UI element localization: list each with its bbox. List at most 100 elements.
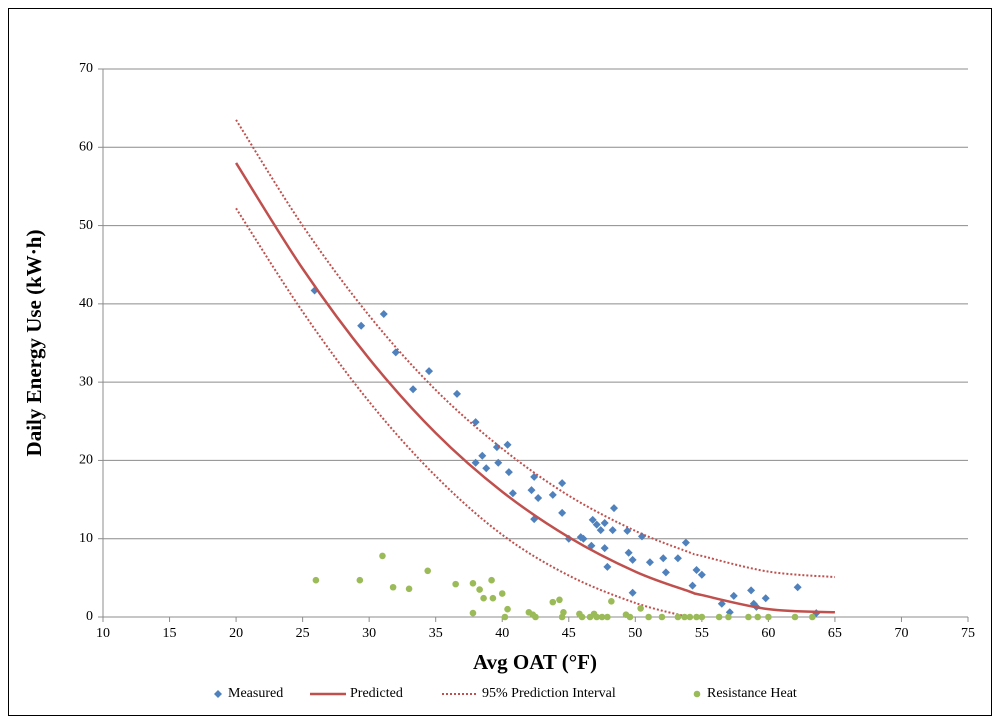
data-point	[747, 586, 756, 595]
data-point	[476, 586, 483, 593]
data-point	[527, 486, 536, 495]
x-tick-label: 50	[628, 626, 642, 641]
data-point	[688, 581, 697, 590]
data-point	[604, 613, 611, 621]
data-point	[715, 613, 723, 621]
data-point	[409, 385, 418, 394]
y-tick-label: 20	[79, 453, 93, 468]
x-tick-label: 75	[961, 626, 975, 641]
data-point	[501, 613, 509, 621]
data-point	[489, 594, 497, 602]
data-point	[592, 520, 601, 529]
data-point	[598, 613, 606, 621]
data-point	[600, 544, 609, 553]
y-tick-label: 10	[79, 531, 93, 546]
data-point	[504, 605, 511, 613]
x-tick-label: 10	[96, 626, 110, 641]
x-tick-label: 45	[562, 626, 576, 641]
x-tick-label: 60	[761, 626, 775, 641]
y-axis-title: Daily Energy Use (kW·h)	[22, 230, 46, 457]
data-point	[379, 552, 386, 560]
data-point	[686, 613, 694, 621]
data-point	[578, 613, 586, 621]
x-tick-label: 55	[695, 626, 709, 641]
data-point	[532, 613, 539, 621]
data-point	[424, 567, 432, 575]
data-point	[658, 613, 666, 621]
data-point	[558, 508, 567, 517]
y-tick-label: 60	[79, 140, 93, 155]
x-tick-label: 15	[163, 626, 177, 641]
data-point	[809, 613, 816, 621]
legend-label: Predicted	[350, 686, 403, 701]
data-point	[791, 613, 799, 621]
data-point	[312, 576, 320, 584]
data-point	[558, 479, 567, 488]
data-point	[482, 464, 491, 473]
data-point	[659, 554, 668, 563]
y-tick-label: 40	[79, 296, 93, 311]
data-point	[478, 451, 487, 460]
data-point	[469, 580, 477, 587]
data-point	[637, 605, 644, 612]
x-tick-label: 40	[495, 626, 509, 641]
data-point	[761, 594, 770, 603]
data-point	[425, 367, 434, 376]
predicted-line	[235, 162, 835, 614]
data-point	[692, 566, 701, 575]
data-point	[623, 526, 632, 535]
data-point	[628, 555, 637, 564]
data-point	[645, 613, 652, 621]
data-point	[503, 440, 512, 449]
data-point	[693, 613, 700, 621]
data-point	[469, 609, 477, 617]
data-point	[556, 596, 563, 604]
data-point	[548, 490, 557, 499]
y-tick-label: 0	[86, 609, 93, 624]
y-tick-label: 70	[79, 61, 93, 76]
data-point	[698, 613, 706, 621]
data-point	[681, 538, 690, 547]
x-tick-label: 65	[828, 626, 842, 641]
data-point	[626, 613, 634, 621]
data-point	[379, 310, 388, 319]
data-point	[549, 598, 557, 606]
data-point	[508, 489, 517, 498]
data-point	[624, 548, 633, 557]
y-tick-label: 30	[79, 374, 93, 389]
legend-marker	[214, 690, 222, 698]
x-tick-label: 30	[362, 626, 376, 641]
x-axis-title: Avg OAT (°F)	[473, 650, 597, 674]
data-point	[608, 526, 617, 535]
data-point	[452, 389, 461, 398]
data-point	[498, 590, 506, 597]
data-point	[488, 576, 495, 584]
data-point	[697, 570, 706, 579]
data-point	[661, 568, 670, 577]
data-point	[405, 585, 413, 593]
legend-label: Measured	[228, 686, 283, 701]
data-point	[637, 532, 646, 541]
data-point	[558, 613, 566, 621]
data-point	[579, 534, 588, 543]
data-point	[729, 591, 738, 600]
data-point	[452, 580, 459, 588]
x-tick-label: 70	[894, 626, 908, 641]
data-point	[389, 583, 397, 591]
data-point	[356, 576, 364, 584]
chart-frame	[8, 8, 992, 716]
data-point	[765, 613, 772, 621]
y-tick-label: 50	[79, 218, 93, 233]
data-point	[793, 583, 802, 592]
data-point	[674, 613, 682, 621]
data-point	[600, 519, 609, 528]
data-point	[357, 321, 366, 330]
data-point	[610, 504, 619, 513]
data-point	[645, 558, 654, 567]
data-point	[725, 613, 732, 621]
data-point	[717, 599, 726, 608]
x-tick-label: 25	[296, 626, 310, 641]
data-point	[494, 458, 503, 467]
data-point	[681, 613, 688, 621]
